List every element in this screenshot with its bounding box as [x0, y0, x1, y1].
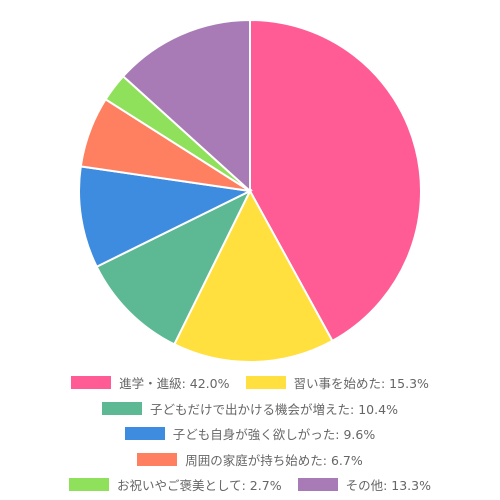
- legend-row: 子ども自身が強く欲しがった: 9.6%: [0, 421, 500, 447]
- legend-label: 習い事を始めた: 15.3%: [293, 376, 429, 392]
- legend-swatch: [137, 452, 178, 466]
- legend-item: 進学・進級: 42.0%: [71, 373, 230, 392]
- legend-label: 子ども自身が強く欲しがった: 9.6%: [172, 427, 376, 443]
- legend-item: 周囲の家庭が持ち始めた: 6.7%: [137, 450, 363, 469]
- legend-item: 子どもだけで出かける機会が増えた: 10.4%: [102, 399, 398, 418]
- legend-label: 周囲の家庭が持ち始めた: 6.7%: [185, 452, 363, 468]
- legend-item: 習い事を始めた: 15.3%: [245, 373, 429, 392]
- pie-slice: [78, 165, 254, 269]
- pie-slice: [172, 188, 334, 363]
- legend-swatch: [69, 478, 109, 492]
- pie-slice: [95, 188, 253, 346]
- legend-label: 子どもだけで出かける機会が増えた: 10.4%: [150, 401, 398, 417]
- legend-swatch: [102, 401, 143, 415]
- legend: 進学・進級: 42.0% 習い事を始めた: 15.3% 子どもだけで出かける機会が増…: [0, 370, 500, 498]
- pie-slice: [249, 18, 422, 343]
- legend-swatch: [245, 376, 286, 390]
- legend-swatch: [297, 478, 338, 492]
- legend-row: 進学・進級: 42.0% 習い事を始めた: 15.3%: [0, 370, 500, 396]
- legend-item: その他: 13.3%: [297, 475, 431, 494]
- legend-item: お祝いやご褒美として: 2.7%: [69, 475, 282, 494]
- legend-row: 子どもだけで出かける機会が増えた: 10.4%: [0, 396, 500, 422]
- legend-swatch: [124, 427, 165, 441]
- pie-slice: [121, 18, 251, 194]
- chart: [78, 18, 422, 363]
- legend-item: 子ども自身が強く欲しがった: 9.6%: [124, 424, 376, 443]
- legend-label: 進学・進級: 42.0%: [119, 376, 230, 392]
- legend-label: お祝いやご褒美として: 2.7%: [117, 478, 282, 494]
- legend-label: その他: 13.3%: [345, 478, 431, 494]
- legend-swatch: [71, 376, 112, 390]
- legend-row: お祝いやご褒美として: 2.7% その他: 13.3%: [0, 472, 500, 498]
- legend-row: 周囲の家庭が持ち始めた: 6.7%: [0, 447, 500, 473]
